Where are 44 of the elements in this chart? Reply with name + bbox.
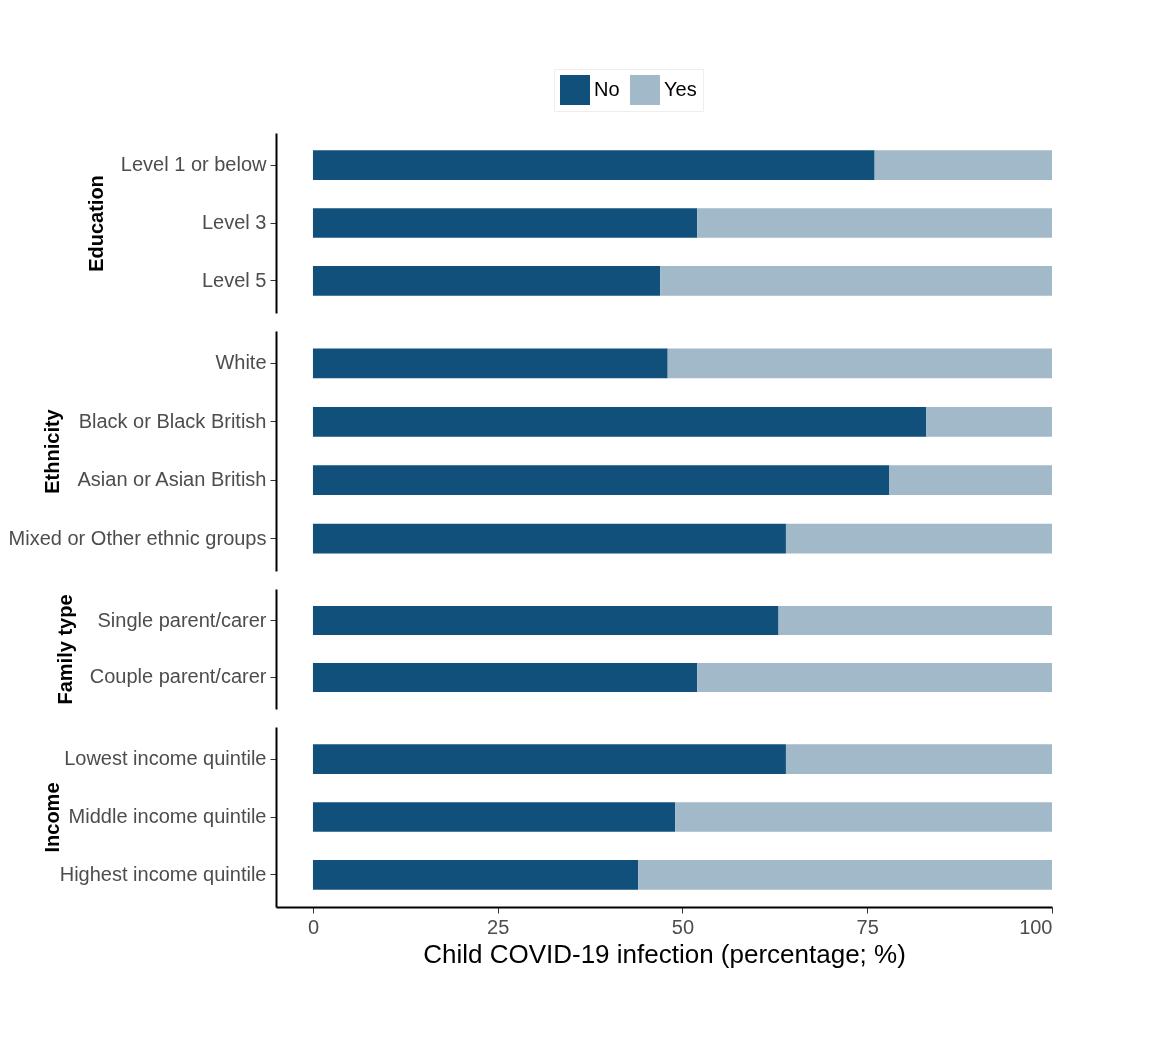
y-axis-title: Education	[84, 175, 107, 272]
bar	[785, 523, 1052, 554]
y-tick-label: Asian or Asian British	[77, 468, 267, 491]
y-axis-title: Ethnicity	[40, 408, 63, 494]
bar	[312, 523, 786, 554]
bar	[660, 266, 1052, 296]
y-tick-label: Mixed or Other ethnic groups	[8, 526, 267, 549]
y-tick-label: Lowest income quintile	[64, 747, 267, 770]
x-tick-label: 25	[487, 915, 510, 938]
bar	[638, 860, 1052, 890]
bar	[312, 465, 890, 496]
x-axis-title: Child COVID-19 infection (percentage; %)	[423, 938, 906, 969]
x-tick-label: 0	[307, 915, 320, 938]
bar	[926, 406, 1052, 437]
bar	[312, 266, 661, 296]
bar	[312, 406, 927, 437]
y-axis-title: Family type	[53, 594, 76, 705]
y-tick-label: Highest income quintile	[59, 862, 267, 885]
y-tick-label: White	[215, 351, 267, 374]
legend-label: Yes	[664, 78, 697, 100]
bar	[312, 208, 698, 238]
y-tick-label: Level 3	[202, 211, 267, 233]
bar	[312, 348, 668, 379]
legend-label: No	[594, 78, 620, 100]
y-axis-title: Income	[40, 782, 63, 853]
y-tick-label: Level 1 or below	[120, 153, 268, 176]
bar	[889, 465, 1052, 496]
bar	[312, 802, 676, 832]
bar	[874, 150, 1052, 180]
x-tick-label: 100	[1019, 915, 1053, 938]
bar	[785, 744, 1052, 774]
bar	[312, 860, 639, 890]
y-tick-label: Couple parent/carer	[89, 665, 267, 688]
y-tick-label: Level 5	[202, 268, 267, 291]
bar	[312, 744, 786, 774]
bar	[675, 802, 1052, 832]
x-tick-label: 75	[856, 915, 879, 938]
x-tick-label: 50	[671, 915, 695, 938]
bar	[697, 208, 1052, 238]
y-tick-label: Single parent/carer	[97, 608, 267, 631]
y-tick-label: Black or Black British	[78, 409, 267, 432]
bar	[312, 150, 875, 180]
y-tick-label: Middle income quintile	[68, 805, 267, 827]
bar	[667, 348, 1052, 379]
